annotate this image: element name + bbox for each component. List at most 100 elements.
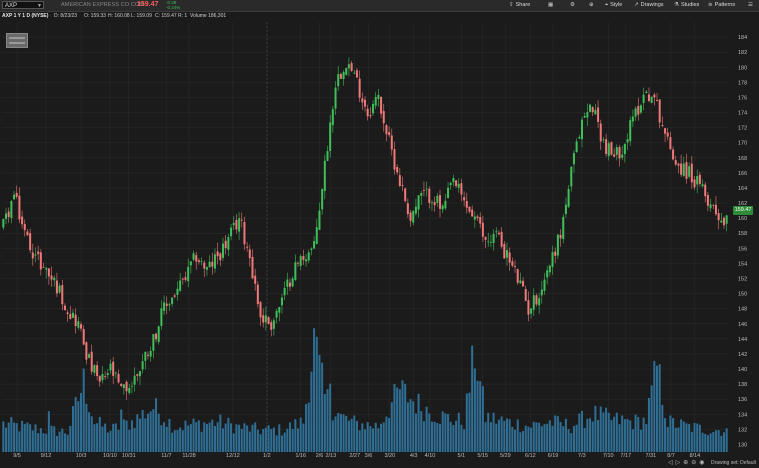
menu-button[interactable]: ☰ [748,1,755,10]
volume-bar [168,418,171,452]
volume-bar [109,430,112,452]
info-high: H: 160.08 [108,13,130,19]
volume-bar [473,368,476,452]
candle-body [377,94,380,99]
volume-bar [492,412,495,452]
patterns-button[interactable]: ≋ Patterns [708,2,736,8]
candle-body [414,206,417,214]
candle-body [55,280,58,294]
x-tick-label: 10/31 [122,453,136,459]
candle-body [104,376,107,377]
candle-body [656,100,659,101]
volume-bar [460,424,463,452]
x-tick-label: 11/28 [182,453,195,459]
volume-bar [505,418,508,452]
chevron-down-icon[interactable]: ▼ [37,3,42,9]
volume-bar [50,425,53,452]
candle-body [704,184,707,197]
candle-body [621,154,624,158]
candle-body [122,384,125,388]
volume-bar [613,416,616,452]
navigation-controls[interactable]: ◁▷⊕⊖◉ [668,460,708,466]
volume-bar [476,380,479,452]
volume-bar [580,410,584,452]
candle-body [452,178,455,183]
volume-bar [280,435,283,452]
candle-body [714,204,717,215]
candle-body [712,205,715,206]
candle-body [404,188,407,201]
candle-body [120,383,123,386]
y-tick-label: 178 [738,80,747,86]
candle-body [66,312,69,314]
volume-bar [645,424,648,452]
volume-bar [414,413,417,452]
candle-body [567,189,570,207]
y-tick-label: 138 [738,382,747,388]
candle-body [433,202,436,206]
candle-body [149,350,152,357]
volume-bar [712,432,715,452]
volume-bar [200,431,203,452]
candle-body [29,233,32,251]
candle-body [497,232,500,235]
candle-body [548,265,551,273]
candle-body [393,148,396,170]
symbol-input[interactable]: AXP ▼ [2,1,44,9]
candle-body [605,139,608,155]
settings-button[interactable]: ⚙ [570,1,577,10]
volume-bar [299,417,302,452]
candle-body [216,251,219,257]
candle-body [163,302,166,311]
candle-body [505,250,508,258]
candle-body [570,166,573,187]
cursor-icon: ⊕ [589,2,594,8]
cursor-button[interactable]: ⊕ [589,1,596,10]
candle-body [10,201,13,219]
candle-body [661,125,664,127]
volume-bar [631,429,634,452]
candle-body [425,188,428,190]
volume-bar [374,422,377,452]
volume-bar [315,336,318,452]
volume-bar [230,423,233,452]
grid-button[interactable]: ▦ [548,1,555,10]
x-tick-label: 5/29 [500,453,511,459]
volume-bar [497,419,500,452]
volume-bar [47,411,50,452]
volume-bar [674,427,677,452]
share-button[interactable]: ⇪ Share [509,2,531,8]
candle-body [613,154,616,157]
candle-body [720,220,723,223]
volume-bar [55,435,58,452]
candle-body [74,314,77,327]
chart-thumbnail[interactable] [6,33,28,48]
volume-bar [278,424,281,452]
y-tick-label: 132 [738,427,747,433]
x-tick-label: 3/6 [365,453,373,459]
x-tick-label: 5/1 [458,453,466,459]
drawings-button[interactable]: ↗ Drawings [634,2,664,8]
volume-bar [382,422,385,452]
volume-bar [267,425,270,452]
candle-body [358,78,361,98]
candle-body [243,222,246,245]
candle-body [262,315,265,323]
candle-body [160,308,163,326]
studies-button[interactable]: ⚗ Studies [674,2,700,8]
candle-body [334,87,337,109]
candle-body [211,261,214,267]
candle-body [337,74,340,87]
candle-body [398,175,401,186]
volume-bar [331,420,334,452]
x-tick-label: 9/12 [41,453,52,459]
volume-bar [122,419,125,452]
style-button[interactable]: ⌖ Style [605,2,623,8]
candle-body [227,237,230,250]
candle-body [26,231,29,236]
volume-bar [388,418,391,452]
volume-bar [393,384,396,452]
candle-body [420,193,423,196]
candle-body [580,119,584,140]
